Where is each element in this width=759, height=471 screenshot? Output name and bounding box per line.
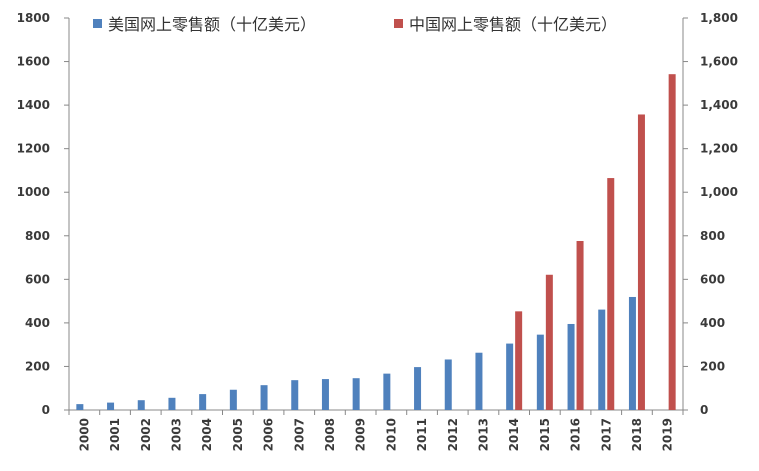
china-sales-bar bbox=[545, 274, 553, 410]
legend-swatch-china bbox=[394, 19, 403, 28]
left-y-tick-label: 1200 bbox=[17, 142, 50, 156]
us-sales-bar bbox=[414, 367, 422, 410]
us-sales-bar bbox=[475, 352, 483, 410]
us-sales-bar bbox=[260, 385, 268, 410]
x-tick-label: 2014 bbox=[507, 418, 521, 451]
right-y-tick-label: 1,200 bbox=[700, 142, 738, 156]
x-tick-label: 2008 bbox=[323, 418, 337, 451]
x-tick-label: 2018 bbox=[630, 418, 644, 451]
left-y-tick-label: 400 bbox=[25, 316, 50, 330]
left-y-tick-label: 1400 bbox=[17, 98, 50, 112]
x-tick-label: 2005 bbox=[231, 418, 245, 451]
x-tick-label: 2003 bbox=[169, 418, 183, 451]
left-y-tick-label: 200 bbox=[25, 359, 50, 373]
x-tick-label: 2009 bbox=[354, 418, 368, 451]
x-tick-label: 2004 bbox=[200, 418, 214, 451]
x-tick-label: 2001 bbox=[108, 418, 122, 451]
left-y-tick-label: 1600 bbox=[17, 55, 50, 69]
x-axis-ticks: 2000 2001 2002 2003 2004 2005 2006 2007 2008 2009… bbox=[68, 410, 684, 451]
us-sales-bar bbox=[598, 309, 606, 410]
right-y-tick-label: 1,800 bbox=[700, 11, 738, 25]
x-tick-label: 2015 bbox=[538, 418, 552, 451]
left-y-axis-ticks: 0 200 400 600 800 1000 1200 1400 1600 1800 bbox=[17, 11, 69, 417]
us-sales-bar bbox=[628, 296, 636, 410]
x-tick-label: 2006 bbox=[262, 418, 276, 451]
us-sales-bar bbox=[536, 334, 544, 410]
x-tick-label: 2013 bbox=[476, 418, 490, 451]
us-sales-bar bbox=[107, 402, 115, 410]
right-y-tick-label: 0 bbox=[700, 403, 708, 417]
x-tick-label: 2011 bbox=[415, 418, 429, 451]
right-y-tick-label: 1,000 bbox=[700, 185, 738, 199]
right-y-tick-label: 600 bbox=[700, 272, 725, 286]
us-sales-bar bbox=[229, 389, 237, 410]
china-sales-bar bbox=[637, 114, 645, 410]
x-tick-label: 2016 bbox=[569, 418, 583, 451]
left-y-tick-label: 800 bbox=[25, 229, 50, 243]
us-sales-bar bbox=[168, 397, 176, 410]
us-sales-bar bbox=[383, 373, 391, 410]
bar-series-group bbox=[76, 74, 676, 410]
us-sales-bar bbox=[352, 378, 360, 410]
x-tick-label: 2000 bbox=[77, 418, 91, 451]
right-y-tick-label: 1,400 bbox=[700, 98, 738, 112]
us-sales-bar bbox=[444, 359, 452, 410]
us-sales-bar bbox=[291, 380, 299, 410]
us-sales-bar bbox=[321, 379, 329, 410]
left-y-tick-label: 1800 bbox=[17, 11, 50, 25]
us-sales-bar bbox=[567, 323, 575, 410]
right-y-tick-label: 400 bbox=[700, 316, 725, 330]
right-y-axis-ticks: 0 200 400 600 800 1,000 1,200 1,400 1,600 1,800 bbox=[683, 11, 738, 417]
legend-label-us: 美国网上零售额（十亿美元） bbox=[108, 15, 316, 34]
left-y-tick-label: 1000 bbox=[17, 185, 50, 199]
china-sales-bar bbox=[515, 311, 523, 410]
us-sales-bar bbox=[76, 404, 84, 410]
us-sales-bar bbox=[137, 400, 145, 410]
x-tick-label: 2017 bbox=[599, 418, 613, 451]
left-y-tick-label: 600 bbox=[25, 272, 50, 286]
legend-swatch-us bbox=[93, 19, 102, 28]
x-tick-label: 2007 bbox=[292, 418, 306, 451]
us-sales-bar bbox=[506, 343, 514, 410]
legend-label-china: 中国网上零售额（十亿美元） bbox=[409, 15, 617, 34]
china-sales-bar bbox=[607, 178, 615, 410]
chart-legend: 美国网上零售额（十亿美元） 中国网上零售额（十亿美元） bbox=[93, 15, 617, 34]
right-y-tick-label: 1,600 bbox=[700, 55, 738, 69]
x-tick-label: 2010 bbox=[384, 418, 398, 451]
china-sales-bar bbox=[668, 74, 676, 410]
x-tick-label: 2002 bbox=[139, 418, 153, 451]
us-sales-bar bbox=[199, 394, 207, 410]
x-tick-label: 2012 bbox=[446, 418, 460, 451]
china-sales-bar bbox=[576, 241, 584, 410]
x-tick-label: 2019 bbox=[661, 418, 675, 451]
left-y-tick-label: 0 bbox=[42, 403, 50, 417]
right-y-tick-label: 800 bbox=[700, 229, 725, 243]
right-y-tick-label: 200 bbox=[700, 359, 725, 373]
